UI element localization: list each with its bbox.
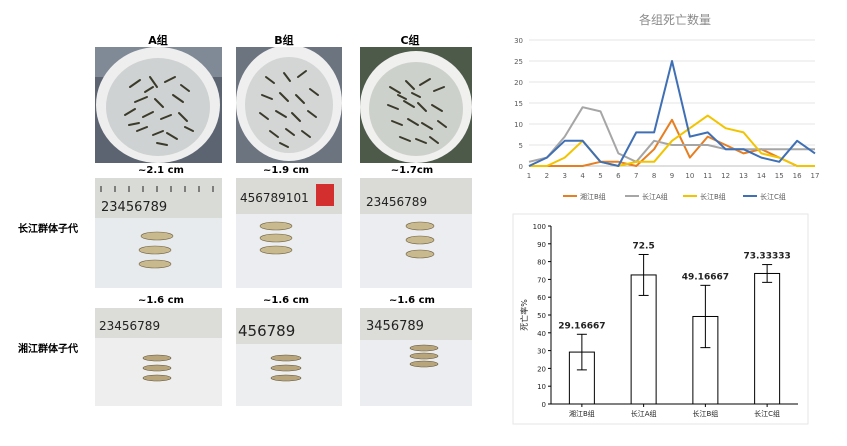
ruler-digits-a1: 23456789 — [101, 200, 167, 215]
bar-chart-ytick-label: 20 — [537, 365, 546, 373]
size-label-b1: ~1.9 cm — [263, 165, 309, 176]
bar-chart-ytick-label: 70 — [537, 276, 546, 284]
bar-chart-ytick-label: 50 — [537, 312, 546, 320]
bar-category-label: 长江A组 — [631, 409, 657, 418]
line-series-4 — [528, 60, 816, 167]
basin-photo-b — [236, 47, 342, 163]
size-label-a1: ~2.1 cm — [138, 165, 184, 176]
line-chart-xtick-label: 1 — [527, 172, 531, 180]
bar-chart-ytick-label: 60 — [537, 294, 546, 302]
line-chart-ytick-label: 30 — [514, 37, 523, 45]
bar — [630, 274, 657, 405]
line-chart-xtick-label: 13 — [739, 172, 748, 180]
ruler-photo-b2: 456789 — [236, 308, 342, 406]
row-label-changjiang: 长江群体子代 — [18, 224, 78, 235]
ruler-digits-c1: 23456789 — [366, 195, 427, 209]
line-chart-xtick-label: 12 — [721, 172, 730, 180]
line-chart-xtick-label: 7 — [634, 172, 638, 180]
bar-chart: 0 10 20 30 40 50 60 70 80 90 100 死亡率% 29.16667 湘江B组 72… — [512, 213, 809, 425]
line-series-1 — [529, 118, 815, 167]
basin-photo-a — [95, 47, 222, 163]
size-label-c1: ~1.7cm — [390, 165, 434, 176]
ruler-digits-a2: 23456789 — [99, 319, 160, 333]
bar-value-label: 49.16667 — [682, 272, 729, 282]
bar-category-label: 长江B组 — [692, 409, 718, 418]
bar-value-label: 29.16667 — [558, 321, 605, 331]
basin-photo-c — [360, 47, 472, 163]
line-chart-ytick-label: 15 — [514, 100, 523, 108]
bar-category-label: 长江C组 — [754, 409, 780, 418]
legend-label: 长江B组 — [700, 192, 726, 201]
line-chart-xtick-label: 15 — [775, 172, 784, 180]
size-label-b2: ~1.6 cm — [263, 295, 309, 306]
bar-chart-ytick-label: 40 — [537, 330, 546, 338]
bar-category-label: 湘江B组 — [569, 409, 595, 418]
legend-label: 长江C组 — [760, 192, 786, 201]
ruler-digits-b2: 456789 — [238, 322, 295, 340]
line-chart-xtick-label: 2 — [545, 172, 549, 180]
bar-chart-ytick-label: 100 — [533, 223, 546, 231]
ruler-photo-c1: 23456789 — [360, 178, 472, 288]
bar-chart-ytick-label: 30 — [537, 348, 546, 356]
line-chart-ytick-label: 0 — [519, 163, 523, 171]
legend-label: 长江A组 — [642, 192, 668, 201]
line-series-2 — [528, 106, 815, 163]
ruler-digits-b1: 456789101 — [240, 191, 309, 205]
line-chart-xtick-label: 16 — [793, 172, 802, 180]
size-label-a2: ~1.6 cm — [138, 295, 184, 306]
line-chart-xtick-label: 14 — [757, 172, 766, 180]
size-label-c2: ~1.6 cm — [389, 295, 435, 306]
line-series-3 — [529, 114, 815, 167]
line-chart-ytick-label: 5 — [519, 142, 523, 150]
bar-chart-ytick-label: 90 — [537, 241, 546, 249]
row-label-xiangjiang: 湘江群体子代 — [18, 344, 78, 355]
ruler-digits-c2: 3456789 — [366, 319, 424, 334]
bar-value-label: 73.33333 — [743, 252, 790, 262]
line-chart-xtick-label: 17 — [811, 172, 820, 180]
bar-chart-ytick-label: 10 — [537, 383, 546, 391]
bar-chart-ytick-label: 80 — [537, 259, 546, 267]
line-chart-ytick-label: 20 — [514, 79, 523, 87]
line-chart-xtick-label: 11 — [703, 172, 712, 180]
line-chart-xtick-label: 5 — [598, 172, 602, 180]
ruler-photo-b1: 456789101 — [236, 178, 342, 288]
column-label-c: C组 — [400, 34, 420, 47]
ruler-photo-a1: 23456789 — [95, 178, 222, 288]
bar-chart-ylabel: 死亡率% — [519, 299, 529, 331]
line-chart-ytick-label: 10 — [514, 121, 523, 129]
line-chart-xtick-label: 6 — [616, 172, 621, 180]
line-chart-title: 各组死亡数量 — [639, 12, 711, 27]
bar-chart-ytick-label: 0 — [542, 401, 546, 409]
bar-value-label: 72.5 — [633, 241, 655, 251]
ruler-photo-c2: 3456789 — [360, 308, 472, 406]
line-chart-xtick-label: 10 — [685, 172, 694, 180]
line-chart-ytick-label: 25 — [514, 58, 523, 66]
legend-label: 湘江B组 — [580, 192, 606, 201]
line-chart-xtick-label: 3 — [563, 172, 567, 180]
line-chart-xtick-label: 4 — [580, 172, 585, 180]
line-chart-xtick-label: 8 — [652, 172, 656, 180]
line-chart-xtick-label: 9 — [670, 172, 674, 180]
ruler-photo-a2: 23456789 — [95, 308, 222, 406]
bar — [754, 272, 781, 405]
column-label-a: A组 — [148, 34, 168, 47]
column-label-b: B组 — [274, 34, 294, 47]
